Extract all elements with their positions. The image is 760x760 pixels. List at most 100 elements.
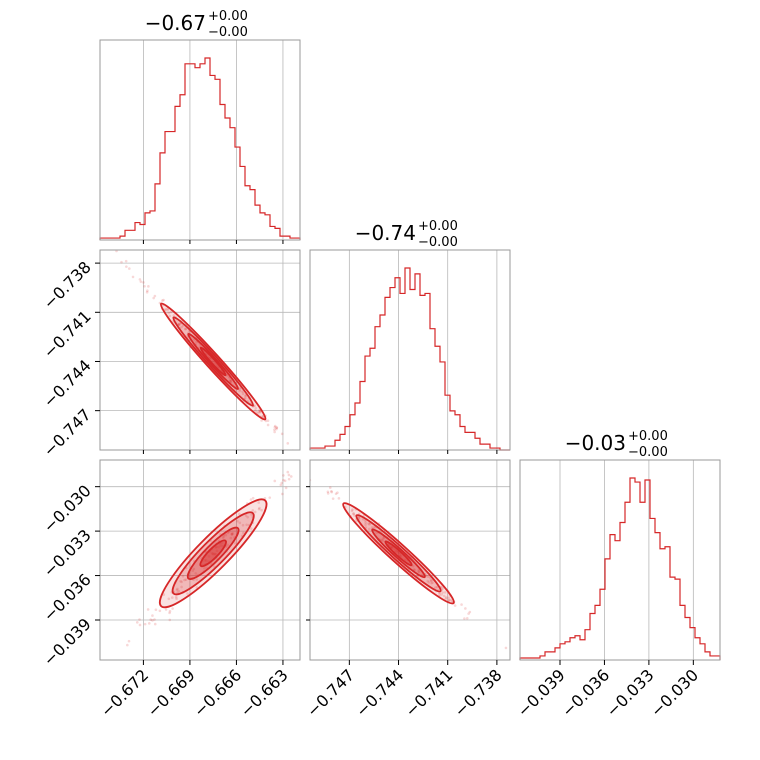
scatter-point [467,612,470,615]
scatter-point [183,578,186,582]
scatter-point [303,468,306,471]
scatter-point [357,516,361,519]
title-param-2-lower: −0.00 [628,445,668,460]
scatter-point [154,608,158,611]
scatter-point [208,356,212,360]
scatter-point [167,597,171,601]
scatter-point [231,532,235,535]
scatter-point [429,579,433,583]
scatter-point [289,475,293,478]
scatter-point [153,622,157,626]
scatter-point [138,618,141,621]
scatter-point [230,532,234,536]
scatter-point [245,523,248,527]
scatter-point [438,593,441,596]
scatter-point [211,552,215,555]
scatter-point [296,470,299,473]
scatter-point [236,519,239,523]
scatter-point [352,512,355,515]
scatter-point [180,325,183,329]
scatter-point [282,474,285,477]
scatter-point [336,491,339,494]
scatter-point [214,546,218,549]
scatter-point [440,593,443,596]
panel-frame-2-0 [99,459,301,661]
contour-level-0 [342,502,455,605]
scatter-point [180,585,183,589]
scatter-point [380,538,383,542]
scatter-point [135,621,139,624]
scatter-point [229,380,233,383]
scatter-point [275,427,278,431]
scatter-point [368,527,371,531]
marks-layer [99,57,721,660]
scatter-point [464,607,467,610]
title-param-2: −0.03 +0.00 −0.00 [565,429,668,460]
scatter-point [175,597,178,600]
scatter-point [381,539,385,543]
title-param-0-value: −0.67 [145,11,206,35]
xtick-label-p0-2: −0.666 [190,665,245,720]
scatter-point [241,392,245,396]
scatter-point [261,414,265,418]
scatter-point [217,545,220,549]
ytick-label-p1-0: −0.747 [40,405,95,460]
scatter-point [286,470,290,474]
scatter-point [259,410,262,414]
xtick-label-p2-1: −0.036 [558,665,613,720]
scatter-point [195,578,198,581]
scatter-point [205,566,208,569]
panel-frame-2-2 [519,459,721,661]
scatter-point [194,572,198,575]
scatter-point [257,501,261,504]
scatter-point [226,543,229,547]
scatter-point [207,555,211,558]
scatter-point [177,322,181,326]
xtick-label-p0-0: −0.672 [97,665,152,720]
histogram-p1 [309,267,510,451]
scatter-point [460,603,463,606]
scatter-point [212,553,215,556]
scatter-point [463,617,466,620]
scatter-point [266,423,270,427]
scatter-point [254,409,257,412]
scatter-point [431,581,434,584]
scatter-point [204,559,208,562]
scatter-point [364,523,367,527]
scatter-point [164,608,168,611]
scatter-point [370,526,374,529]
scatter-point [447,596,451,600]
scatter-point [249,527,253,530]
density-p0-p1 [115,250,304,464]
scatter-point [331,497,335,500]
scatter-point [238,521,242,525]
scatter-point [213,552,216,556]
scatter-point [128,267,131,270]
scatter-point [153,618,156,621]
xtick-label-p1-3: −0.738 [450,665,505,720]
scatter-point [221,536,225,539]
scatter-point [242,531,245,535]
scatter-point [351,508,354,511]
scatter-point [215,545,218,549]
scatter-point [244,514,248,517]
scatter-point [246,515,249,519]
scatter-point [301,461,304,464]
scatter-point [203,559,207,562]
scatter-point [334,492,338,496]
scatter-point [131,275,135,279]
scatter-point [180,580,183,584]
title-param-1: −0.74 +0.00 −0.00 [355,219,458,250]
panel-frame-2-1 [309,459,511,661]
scatter-point [120,260,123,264]
scatter-point [195,340,198,344]
scatter-point [287,477,291,481]
scatter-point [253,404,256,408]
ytick-label-p2-2: −0.033 [40,526,95,581]
scatter-point [169,310,173,314]
scatter-point [181,574,185,578]
scatter-point [168,314,172,318]
scatter-point [381,537,385,540]
scatter-point [215,549,219,553]
scatter-point [352,512,355,516]
